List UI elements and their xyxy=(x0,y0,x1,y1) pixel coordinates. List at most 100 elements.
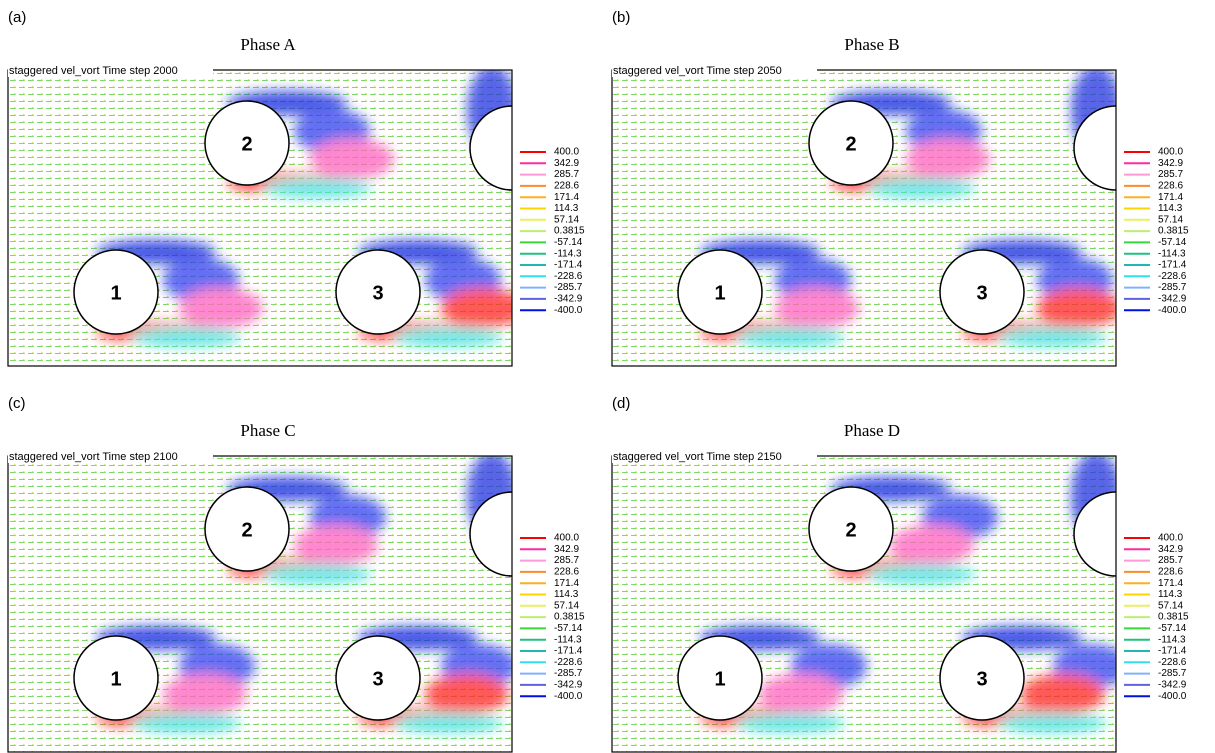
legend-label: -285.7 xyxy=(554,282,583,293)
legend-label: -342.9 xyxy=(554,294,583,305)
legend-label: -285.7 xyxy=(554,668,583,679)
panel: (b) Phase B staggered vel_vort Time step 2… xyxy=(612,9,1189,366)
wake-cyan xyxy=(393,327,503,347)
wake-cyan xyxy=(393,713,503,733)
legend-label: -171.4 xyxy=(1158,260,1187,271)
panel: (a) Phase A staggered vel_vort Time step 2… xyxy=(8,9,585,366)
panel-title: Phase D xyxy=(844,421,900,440)
wake-cyan xyxy=(262,178,372,198)
legend-label: -342.9 xyxy=(1158,680,1187,691)
cylinder-label: 2 xyxy=(845,133,856,155)
legend-label: 114.3 xyxy=(1158,203,1183,214)
legend-label: -228.6 xyxy=(1158,271,1187,282)
legend-label: -228.6 xyxy=(1158,657,1187,668)
legend-label: 400.0 xyxy=(1158,533,1183,544)
legend-label: -114.3 xyxy=(1158,634,1186,645)
cylinder-label: 1 xyxy=(714,282,725,304)
legend-label: -57.14 xyxy=(1158,623,1187,634)
panel-label: (a) xyxy=(8,9,26,26)
legend-label: -400.0 xyxy=(554,691,583,702)
legend-label: 57.14 xyxy=(554,214,579,225)
cylinder-label: 3 xyxy=(372,282,383,304)
legend-label: -57.14 xyxy=(1158,237,1187,248)
legend-label: 342.9 xyxy=(1158,544,1183,555)
legend-label: -57.14 xyxy=(554,623,583,634)
cylinder-label: 2 xyxy=(845,519,856,541)
cylinder-label: 2 xyxy=(241,133,252,155)
wake-cyan xyxy=(866,564,976,584)
legend-label: 57.14 xyxy=(1158,214,1183,225)
cylinder-label: 3 xyxy=(976,668,987,690)
cylinder-label: 2 xyxy=(241,519,252,541)
legend-label: 285.7 xyxy=(1158,555,1183,566)
wake-pink xyxy=(1021,674,1105,714)
legend-label: 114.3 xyxy=(554,589,579,600)
panel-label: (c) xyxy=(8,395,26,412)
wake-cyan xyxy=(131,713,241,733)
legend-label: 0.3815 xyxy=(554,226,585,237)
legend-label: 0.3815 xyxy=(554,612,585,623)
wake-pink xyxy=(775,288,859,328)
wake-pink xyxy=(294,525,378,565)
legend-label: 228.6 xyxy=(554,181,579,192)
legend-label: -171.4 xyxy=(554,260,583,271)
wake-cyan xyxy=(997,713,1107,733)
legend-label: 171.4 xyxy=(1158,578,1183,589)
legend-label: -285.7 xyxy=(1158,282,1187,293)
legend-label: 0.3815 xyxy=(1158,612,1189,623)
panel-label: (b) xyxy=(612,9,630,26)
wake-pink xyxy=(310,139,394,179)
panel-title: Phase B xyxy=(844,35,899,54)
panel-title: Phase A xyxy=(240,35,296,54)
wake-pink xyxy=(906,139,990,179)
legend-label: -400.0 xyxy=(1158,305,1187,316)
legend-label: -114.3 xyxy=(554,248,582,259)
panel-caption: staggered vel_vort Time step 2150 xyxy=(613,451,782,463)
wake-pink xyxy=(179,288,263,328)
cylinder-label: 3 xyxy=(976,282,987,304)
legend-label: -228.6 xyxy=(554,657,583,668)
legend-label: 228.6 xyxy=(1158,181,1183,192)
legend-label: -171.4 xyxy=(554,646,583,657)
panel-caption: staggered vel_vort Time step 2000 xyxy=(9,65,178,77)
legend-label: 171.4 xyxy=(1158,192,1183,203)
wake-cyan xyxy=(997,327,1107,347)
legend-label: -114.3 xyxy=(554,634,582,645)
wake-pink xyxy=(759,674,843,714)
legend-label: -114.3 xyxy=(1158,248,1186,259)
legend-label: 57.14 xyxy=(554,600,579,611)
legend-label: 114.3 xyxy=(1158,589,1183,600)
legend-label: 0.3815 xyxy=(1158,226,1189,237)
legend-label: -400.0 xyxy=(554,305,583,316)
legend-label: 400.0 xyxy=(554,147,579,158)
wake-cyan xyxy=(866,178,976,198)
wake-cyan xyxy=(131,327,241,347)
panel-caption: staggered vel_vort Time step 2050 xyxy=(613,65,782,77)
panel-caption: staggered vel_vort Time step 2100 xyxy=(9,451,178,463)
legend-label: 171.4 xyxy=(554,192,579,203)
legend-label: -228.6 xyxy=(554,271,583,282)
legend-label: 342.9 xyxy=(554,158,579,169)
wake-pink xyxy=(1037,288,1121,328)
legend-label: 114.3 xyxy=(554,203,579,214)
legend-label: -285.7 xyxy=(1158,668,1187,679)
wake-pink xyxy=(425,674,509,714)
panel: (c) Phase C staggered vel_vort Time step 2… xyxy=(8,395,585,752)
legend-label: 285.7 xyxy=(554,555,579,566)
legend-label: 400.0 xyxy=(554,533,579,544)
legend-label: 57.14 xyxy=(1158,600,1183,611)
cylinder-label: 1 xyxy=(110,668,121,690)
legend-label: 171.4 xyxy=(554,578,579,589)
legend-label: -171.4 xyxy=(1158,646,1187,657)
panel-label: (d) xyxy=(612,395,630,412)
legend-label: 285.7 xyxy=(1158,169,1183,180)
legend-label: 228.6 xyxy=(1158,567,1183,578)
panel-title: Phase C xyxy=(240,421,295,440)
legend-label: 342.9 xyxy=(1158,158,1183,169)
wake-pink xyxy=(163,674,247,714)
panel: (d) Phase D staggered vel_vort Time step 2… xyxy=(612,395,1189,752)
cylinder-label: 1 xyxy=(714,668,725,690)
legend-label: -57.14 xyxy=(554,237,583,248)
legend-label: -342.9 xyxy=(1158,294,1187,305)
legend-label: 400.0 xyxy=(1158,147,1183,158)
